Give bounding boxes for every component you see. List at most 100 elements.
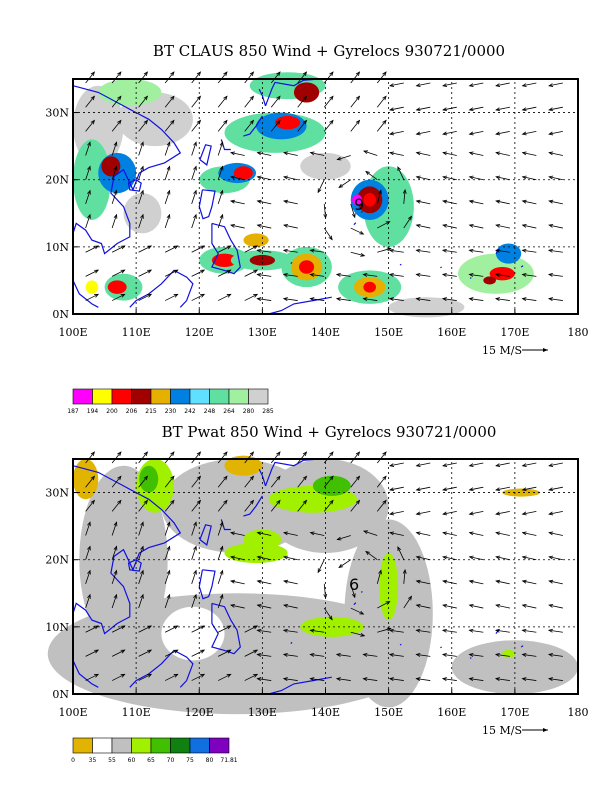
coastline-segment — [290, 641, 293, 645]
wind-arrow — [443, 152, 457, 156]
wind-arrow — [164, 570, 170, 585]
wind-arrowhead — [282, 677, 288, 681]
colorbar-swatch — [131, 737, 152, 754]
coastline-segment — [72, 280, 99, 308]
wind-arrowhead — [351, 593, 356, 599]
wind-arrow — [338, 179, 351, 188]
colorbar-label: 280 — [243, 408, 255, 415]
shade-region — [379, 553, 399, 621]
wind-arrowhead — [90, 451, 96, 457]
wind-arrowhead — [143, 451, 149, 457]
wind-arrowhead — [495, 463, 501, 467]
wind-arrowhead — [230, 199, 236, 204]
wind-arrow — [283, 224, 298, 229]
colorbar-swatch — [72, 388, 93, 405]
wind-arrowhead — [302, 475, 308, 481]
wind-arrowhead — [117, 119, 122, 125]
wind-arrow — [549, 604, 563, 609]
wind-arrow — [416, 462, 431, 467]
wind-arrowhead — [323, 593, 328, 599]
wind-arrowhead — [521, 463, 527, 467]
wind-arrow — [522, 249, 537, 253]
wind-arrowhead — [335, 653, 341, 657]
wind-arrowhead — [442, 223, 448, 228]
wind-arrow — [164, 673, 178, 681]
wind-arrow — [469, 580, 484, 585]
wind-arrow — [191, 120, 201, 132]
wind-arrowhead — [283, 199, 289, 204]
wind-arrow — [522, 486, 537, 491]
wind-arrowhead — [147, 625, 153, 630]
wind-arrow — [389, 274, 404, 277]
wind-arrowhead — [283, 603, 289, 608]
wind-arrow — [323, 203, 326, 218]
grid-lines — [73, 459, 578, 694]
shade-region — [139, 465, 159, 493]
shade-region — [489, 267, 515, 281]
wind-arrow — [85, 625, 99, 633]
wind-arrowhead — [355, 475, 361, 481]
colorbar-swatch — [170, 388, 191, 405]
wind-arrow — [230, 532, 245, 536]
wind-arrowhead — [378, 569, 382, 575]
wind-arrowhead — [389, 83, 395, 87]
wind-arrowhead — [276, 119, 281, 125]
wind-arrowhead — [90, 71, 96, 77]
wind-arrow — [442, 130, 457, 135]
wind-arrow — [217, 120, 228, 132]
wind-arrowhead — [196, 71, 202, 77]
wind-arrowhead — [173, 673, 179, 678]
wind-arrow — [522, 654, 537, 657]
wind-arrow — [442, 629, 457, 633]
wind-arrowhead — [548, 175, 554, 180]
wind-arrow — [443, 556, 457, 561]
wind-arrow — [111, 546, 117, 560]
wind-arrowhead — [170, 71, 175, 77]
wind-arrow — [365, 551, 378, 561]
vector-reference-label: 15 M/S — [482, 724, 522, 737]
wind-arrowhead — [147, 269, 153, 274]
wind-arrow — [389, 462, 404, 467]
wind-arrow — [85, 190, 91, 205]
colorbar-label: 248 — [204, 408, 216, 415]
wind-arrowhead — [468, 579, 474, 584]
wind-arrowhead — [147, 293, 153, 298]
wind-arrow — [389, 510, 404, 515]
wind-arrow — [496, 580, 510, 585]
wind-arrow — [191, 451, 201, 464]
coastline-segment — [211, 602, 241, 655]
wind-arrow — [85, 166, 91, 180]
wind-arrow — [336, 274, 351, 277]
wind-arrow — [244, 649, 258, 657]
shade-region — [161, 606, 225, 661]
wind-arrowhead — [521, 107, 527, 112]
wind-arrow — [442, 678, 457, 681]
wind-arrowhead — [143, 71, 149, 77]
wind-arrowhead — [223, 95, 228, 101]
wind-arrowhead — [385, 601, 391, 605]
colorbar-swatch — [111, 737, 132, 754]
wind-arrow — [218, 245, 231, 253]
wind-arrow — [363, 150, 378, 156]
wind-arrow — [389, 486, 404, 491]
wind-arrow — [217, 166, 223, 180]
wind-arrowhead — [193, 213, 197, 219]
wind-arrowhead — [90, 499, 96, 505]
wind-arrowhead — [442, 463, 448, 467]
wind-arrow — [416, 200, 431, 205]
coastline-segment — [243, 495, 263, 517]
wind-arrow — [350, 607, 364, 615]
wind-arrowhead — [362, 297, 368, 301]
coastline-segment — [520, 265, 524, 268]
shade-region — [388, 297, 465, 318]
wind-arrow — [469, 249, 484, 253]
wind-arrow — [549, 462, 563, 467]
lon-tick-label: 170E — [500, 706, 529, 719]
wind-arrowhead — [495, 487, 501, 492]
wind-arrowhead — [143, 499, 149, 505]
vector-reference-arrowhead — [543, 348, 548, 352]
wind-arrow — [111, 293, 125, 301]
wind-arrowhead — [317, 568, 322, 574]
shade-region — [233, 166, 253, 180]
wind-arrowhead — [196, 499, 202, 505]
